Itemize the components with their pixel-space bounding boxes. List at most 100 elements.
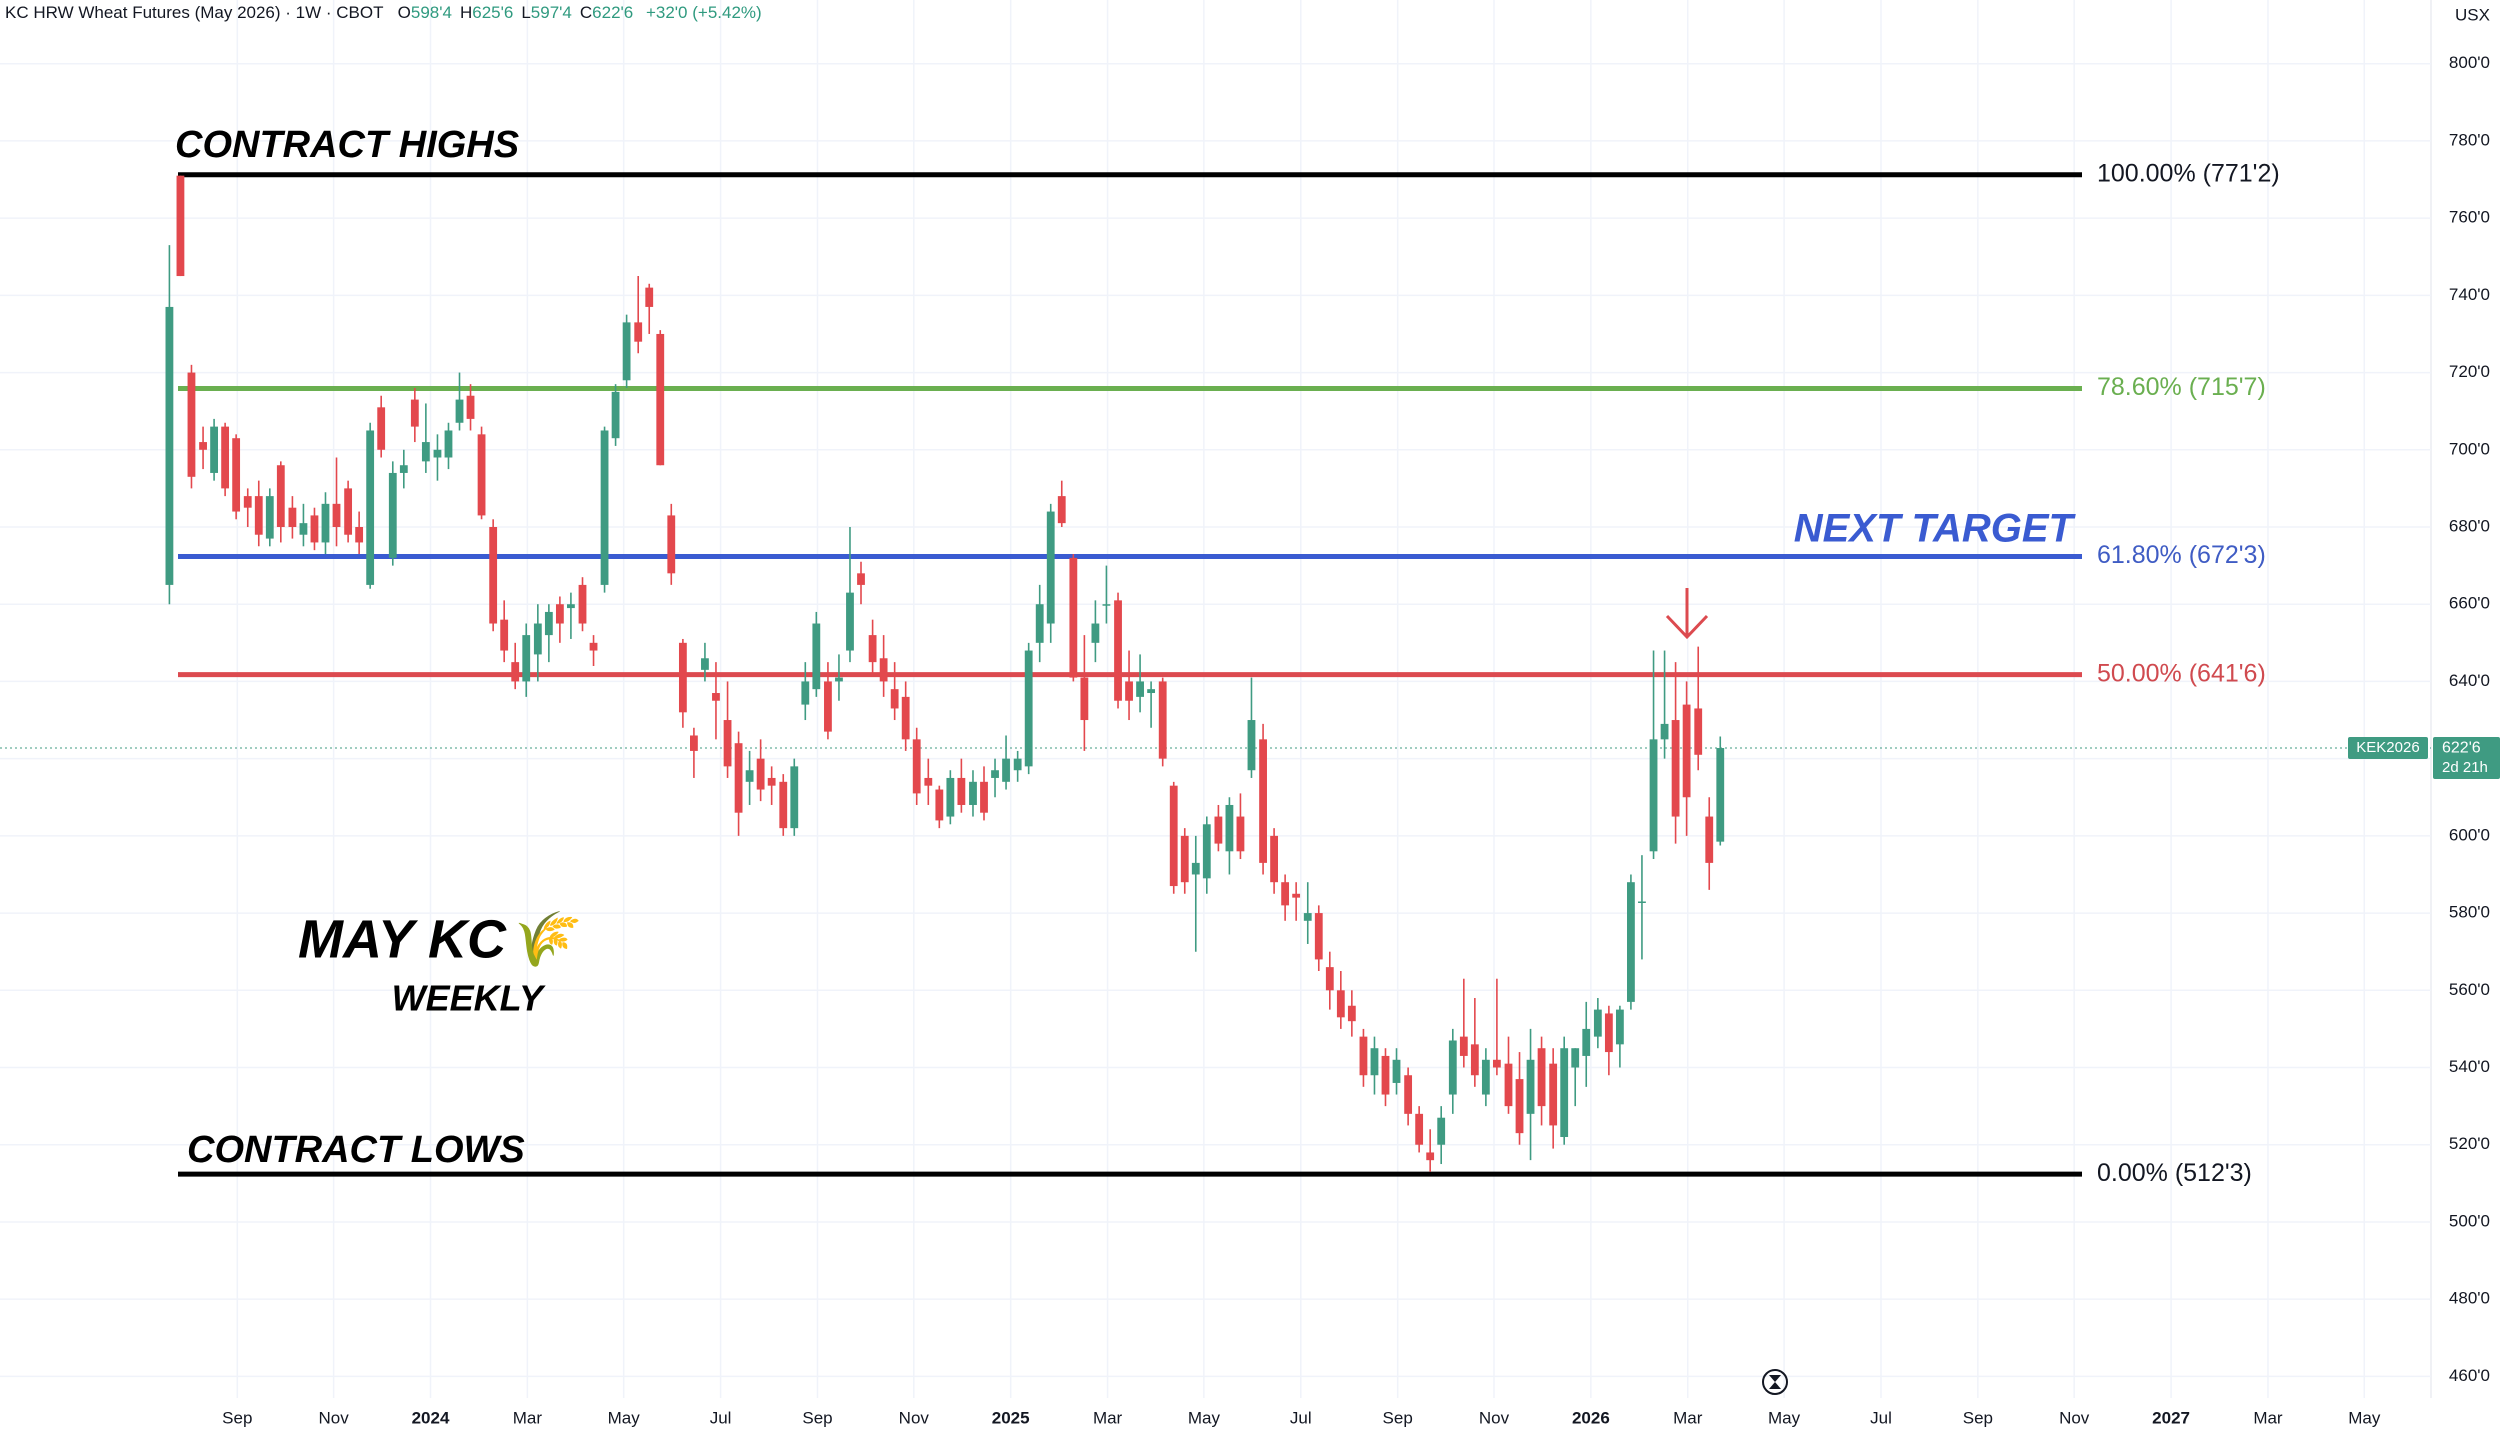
header: KC HRW Wheat Futures (May 2026) · 1W · C… [5, 3, 770, 23]
candle-body [1415, 1113, 1424, 1145]
candle-body [924, 777, 933, 786]
candle-body [1080, 677, 1089, 721]
candle-body [1069, 557, 1078, 678]
candle-body [1437, 1117, 1446, 1145]
candle-body [1002, 758, 1010, 782]
y-tick-label: 700'0 [2449, 439, 2490, 458]
y-tick-label: 720'0 [2449, 362, 2490, 381]
y-tick-label: 560'0 [2449, 980, 2490, 999]
y-tick-label: 480'0 [2449, 1289, 2490, 1308]
x-tick-label: Sep [802, 1408, 832, 1427]
candle-body [477, 434, 486, 516]
last-price-label: 622'6 [2442, 739, 2481, 756]
annotation: CONTRACT LOWS [187, 1129, 525, 1171]
candle-body [321, 503, 330, 543]
x-tick-label: 2026 [1572, 1408, 1610, 1427]
candle-body [656, 333, 665, 466]
candle-body [835, 677, 843, 682]
candle-body [489, 527, 498, 624]
candle-body [1392, 1059, 1401, 1083]
y-tick-label: 760'0 [2449, 208, 2490, 227]
candle-body [723, 720, 732, 767]
candle-body [935, 789, 944, 821]
candle-body [1526, 1059, 1535, 1114]
y-tick-label: 800'0 [2449, 53, 2490, 72]
candle-body [1125, 681, 1133, 701]
candle-body [544, 611, 553, 636]
candle-body [555, 604, 564, 624]
candle-body [1259, 739, 1267, 863]
candle-body [857, 573, 865, 585]
candle-body [1347, 1005, 1356, 1022]
ohlc-value: 597'4 [530, 3, 572, 22]
candle-body [611, 391, 620, 439]
price-badge [2433, 737, 2500, 780]
candle-body [578, 584, 587, 624]
x-tick-label: Mar [1673, 1408, 1703, 1427]
candle-body [912, 739, 921, 794]
candle-body [421, 442, 430, 462]
candle-body [265, 496, 274, 539]
candle-body [1671, 720, 1680, 817]
candle-body [1571, 1048, 1580, 1068]
x-tick-label: Jul [1290, 1408, 1312, 1427]
x-tick-label: 2024 [412, 1408, 450, 1427]
candle-body [1492, 1059, 1501, 1068]
candle-body [712, 693, 720, 701]
candle-body [567, 604, 575, 609]
candle-body [1649, 739, 1658, 852]
y-tick-label: 640'0 [2449, 671, 2490, 690]
candle-body [734, 743, 743, 813]
candle-body [745, 770, 754, 782]
candle-body [1136, 681, 1144, 697]
ohlc-key: H [459, 3, 473, 22]
candle-body [1481, 1059, 1490, 1095]
candle-body [1292, 893, 1301, 898]
y-tick-label: 600'0 [2449, 825, 2490, 844]
candle-body [1615, 1009, 1624, 1045]
candle-body [1370, 1048, 1379, 1076]
ohlc-value: 622'6 [592, 3, 634, 22]
candle-body [667, 515, 676, 574]
candle-body [243, 496, 252, 508]
ohlc-value: 625'6 [472, 3, 514, 22]
candle-body [1046, 511, 1055, 624]
candle-body [1638, 901, 1646, 903]
level-label: 100.00% (771'2) [2097, 159, 2280, 187]
candle-body [801, 681, 810, 705]
candle-body [1180, 835, 1189, 883]
candle-body [455, 399, 464, 423]
candle-body [1682, 704, 1691, 798]
candle-body [1627, 882, 1635, 1002]
candle-body [1504, 1063, 1513, 1107]
candle-body [410, 399, 419, 427]
x-tick-label: Mar [2253, 1408, 2283, 1427]
candle-body [522, 635, 531, 682]
candle-body [344, 488, 353, 535]
y-tick-label: 460'0 [2449, 1366, 2490, 1385]
candle-body [1593, 1009, 1602, 1037]
annotation: WEEKLY [392, 978, 546, 1019]
candle-body [1336, 990, 1345, 1018]
candle-body [1705, 816, 1714, 863]
candle-body [399, 465, 408, 473]
candle-body [1158, 681, 1167, 759]
candle-body [1024, 650, 1033, 767]
candle-body [957, 777, 966, 805]
y-tick-label: 580'0 [2449, 903, 2490, 922]
candle-body [812, 623, 821, 690]
candle-body [377, 407, 386, 450]
level-label: 78.60% (715'7) [2097, 373, 2266, 401]
candle-body [634, 322, 643, 342]
candle-body [1314, 913, 1323, 960]
candle-body [969, 781, 977, 805]
candle-body [199, 442, 207, 450]
arrow [1665, 588, 1709, 640]
candle-body [1325, 967, 1334, 991]
candle-body [701, 658, 709, 670]
candle-body [690, 735, 698, 751]
candle-body [1303, 913, 1312, 921]
candle-body [299, 523, 308, 535]
candle-body [176, 175, 185, 277]
